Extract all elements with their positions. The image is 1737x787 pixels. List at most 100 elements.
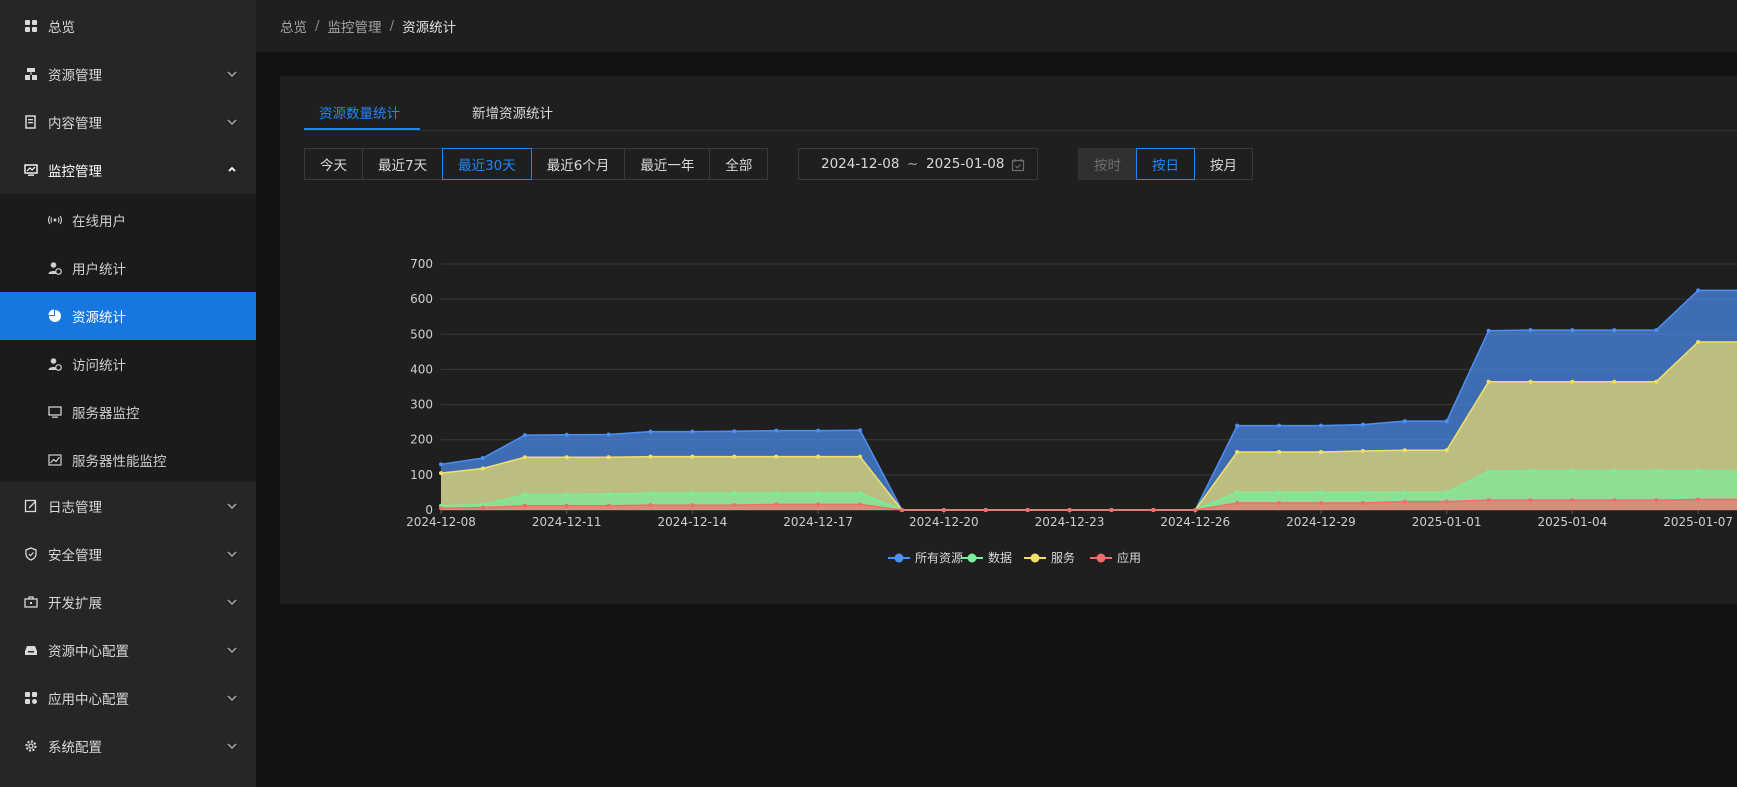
sidebar-item-label: 日志管理 <box>48 500 102 516</box>
data-point <box>1528 498 1533 503</box>
data-point <box>1528 328 1533 333</box>
sidebar-item-label: 总览 <box>48 20 75 36</box>
date-range-separator: ~ <box>907 156 919 172</box>
data-point <box>1277 450 1282 455</box>
data-point <box>1486 379 1491 384</box>
data-point <box>816 502 821 507</box>
data-point <box>1402 499 1407 504</box>
series-area <box>441 470 1737 510</box>
x-tick-label: 2024-12-08 <box>406 515 476 529</box>
sidebar-item-server-monitor[interactable]: 服务器监控 <box>0 388 256 436</box>
range-button-group: 今天 最近7天 最近30天 最近6个月 最近一年 全部 <box>304 148 769 180</box>
sidebar-item-label: 安全管理 <box>48 548 102 564</box>
data-point <box>732 503 737 508</box>
sidebar-item-resource-stats[interactable]: 资源统计 <box>0 292 256 340</box>
data-point <box>439 471 443 476</box>
sidebar-item-label: 应用中心配置 <box>48 692 129 708</box>
data-point <box>648 491 653 496</box>
range-1year-button[interactable]: 最近一年 <box>624 148 711 180</box>
data-point <box>1277 490 1282 495</box>
sidebar-item-content-management[interactable]: 内容管理 <box>0 98 256 146</box>
x-tick-label: 2024-12-20 <box>909 515 979 529</box>
sidebar-item-overview[interactable]: 总览 <box>0 2 256 50</box>
breadcrumb-item[interactable]: 监控管理 <box>327 20 382 36</box>
y-tick-label: 600 <box>410 292 433 306</box>
sidebar-item-dev-extension[interactable]: 开发扩展 <box>0 578 256 626</box>
sidebar-item-monitor-management[interactable]: 监控管理 <box>0 146 256 194</box>
range-today-button[interactable]: 今天 <box>304 148 363 180</box>
sidebar-item-label: 在线用户 <box>72 214 126 230</box>
dashboard-icon <box>24 19 38 33</box>
sidebar-item-visit-stats[interactable]: 访问统计 <box>0 340 256 388</box>
sidebar-item-app-center-config[interactable]: 应用中心配置 <box>0 674 256 722</box>
sidebar-item-system-config[interactable]: 系统配置 <box>0 722 256 770</box>
data-point <box>816 428 821 433</box>
tab-new-resources[interactable]: 新增资源统计 <box>472 106 553 122</box>
chevron-down-icon <box>227 71 237 78</box>
sidebar-item-label: 资源管理 <box>48 68 102 84</box>
date-start-input[interactable]: 2024-12-08 <box>821 156 900 172</box>
data-point <box>1235 450 1240 455</box>
y-tick-label: 100 <box>410 468 433 482</box>
data-point <box>606 455 611 460</box>
resource-area-chart: 0 100 200 300 400 500 600 700 2024-12-08 2024-12-… <box>406 257 1737 565</box>
data-point <box>1402 419 1407 424</box>
data-point <box>1360 490 1365 495</box>
sidebar-item-user-stats[interactable]: 用户统计 <box>0 244 256 292</box>
sidebar-item-online-users[interactable]: 在线用户 <box>0 196 256 244</box>
data-point <box>564 492 569 497</box>
legend-label: 所有资源 <box>915 551 963 565</box>
sidebar-item-label: 系统配置 <box>48 740 102 756</box>
sidebar-item-resource-center-config[interactable]: 资源中心配置 <box>0 626 256 674</box>
data-point <box>1025 508 1030 512</box>
range-30days-button[interactable]: 最近30天 <box>442 148 532 180</box>
pie-icon <box>48 309 62 323</box>
data-point <box>1696 497 1701 502</box>
data-point <box>1235 490 1240 495</box>
granularity-hour-button: 按时 <box>1078 148 1137 180</box>
chevron-down-icon <box>227 503 237 510</box>
data-point <box>1570 468 1575 473</box>
legend-label: 服务 <box>1051 550 1075 565</box>
data-point <box>1654 328 1659 333</box>
data-point <box>858 454 863 459</box>
data-point <box>522 492 527 497</box>
chevron-down-icon <box>227 743 237 750</box>
data-point <box>1612 379 1617 384</box>
date-end-input[interactable]: 2025-01-08 <box>926 156 1005 172</box>
granularity-month-button[interactable]: 按月 <box>1194 148 1253 180</box>
data-point <box>858 491 863 496</box>
data-point <box>774 454 779 459</box>
data-point <box>522 503 527 508</box>
legend-label: 应用 <box>1117 550 1141 565</box>
sidebar-item-resource-management[interactable]: 资源管理 <box>0 50 256 98</box>
data-point <box>564 503 569 508</box>
sidebar-item-server-performance[interactable]: 服务器性能监控 <box>0 436 256 484</box>
data-point <box>774 502 779 507</box>
sidebar-item-label: 资源中心配置 <box>48 644 129 660</box>
data-point <box>1654 379 1659 384</box>
granularity-day-button[interactable]: 按日 <box>1136 148 1195 180</box>
date-range-picker[interactable]: 2024-12-08 ~ 2025-01-08 <box>798 148 1038 180</box>
sidebar-item-security-management[interactable]: 安全管理 <box>0 530 256 578</box>
sidebar-item-label: 服务器监控 <box>72 406 140 422</box>
breadcrumb-item[interactable]: 总览 <box>280 20 307 36</box>
range-6months-button[interactable]: 最近6个月 <box>530 148 626 180</box>
tab-resource-count[interactable]: 资源数量统计 <box>319 106 400 122</box>
data-point <box>1235 423 1240 428</box>
sidebar-item-log-management[interactable]: 日志管理 <box>0 482 256 530</box>
data-point <box>1360 448 1365 453</box>
range-all-button[interactable]: 全部 <box>709 148 769 180</box>
resource-center-icon <box>24 643 38 657</box>
x-tick-label: 2024-12-14 <box>658 515 728 529</box>
x-tick-label: 2024-12-29 <box>1286 515 1356 529</box>
legend-label: 数据 <box>988 550 1012 565</box>
data-point <box>1402 448 1407 453</box>
data-point <box>606 492 611 497</box>
legend-marker <box>894 553 904 563</box>
range-7days-button[interactable]: 最近7天 <box>362 148 444 180</box>
sidebar-item-label: 内容管理 <box>48 116 102 132</box>
data-point <box>564 432 569 437</box>
data-point <box>690 503 695 508</box>
sidebar-item-label: 监控管理 <box>48 164 102 180</box>
